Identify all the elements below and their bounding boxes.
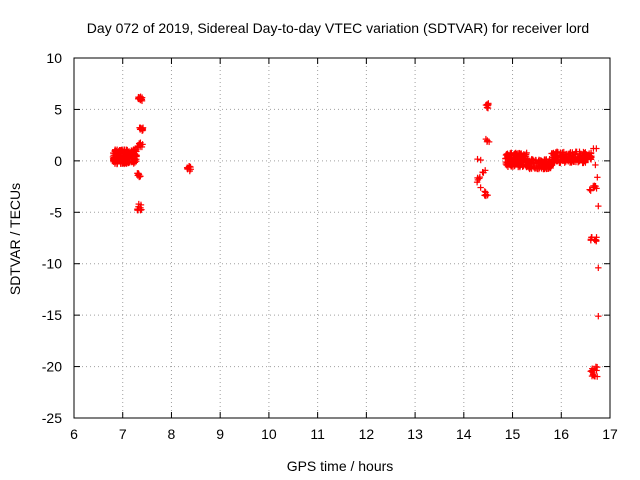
x-tick-label: 9 xyxy=(216,426,224,442)
data-point xyxy=(138,125,145,132)
data-point xyxy=(565,158,572,165)
data-point xyxy=(138,96,146,103)
x-tick-label: 12 xyxy=(359,426,375,442)
data-points xyxy=(109,93,602,380)
data-point xyxy=(552,151,560,159)
data-point xyxy=(558,154,566,161)
data-point xyxy=(112,156,120,163)
data-point xyxy=(594,373,601,380)
data-point xyxy=(137,206,144,213)
data-point xyxy=(565,150,572,158)
data-point xyxy=(135,93,142,101)
data-point xyxy=(138,143,146,151)
data-point xyxy=(591,182,598,189)
data-point xyxy=(532,159,539,166)
x-tick-label: 16 xyxy=(553,426,569,442)
data-point xyxy=(126,150,133,157)
x-tick-label: 7 xyxy=(119,426,127,442)
tick-labels: 6 7 8 9 10 11 12 13 14 15 16 17 10 5 0 -5 -10 -15 -20 -25 xyxy=(42,50,618,442)
x-tick-label: 6 xyxy=(70,426,78,442)
data-point xyxy=(526,163,534,170)
data-point xyxy=(120,160,128,168)
y-tick-label: 10 xyxy=(46,50,62,66)
data-point xyxy=(590,365,598,373)
data-point xyxy=(482,167,489,174)
data-point xyxy=(592,161,599,169)
data-point xyxy=(586,186,593,193)
x-tick-label: 10 xyxy=(261,426,277,442)
data-point xyxy=(591,236,598,244)
data-point xyxy=(130,160,137,167)
x-tick-label: 8 xyxy=(168,426,176,442)
chart-title: Day 072 of 2019, Sidereal Day-to-day VTE… xyxy=(87,20,589,36)
y-axis-label: SDTVAR / TECUs xyxy=(7,183,23,295)
data-point xyxy=(481,188,488,195)
data-point xyxy=(583,151,590,158)
data-point xyxy=(483,138,491,145)
data-point xyxy=(519,152,527,160)
data-point xyxy=(131,155,138,163)
data-point xyxy=(516,162,523,170)
data-point xyxy=(572,148,579,155)
data-point xyxy=(590,145,597,152)
y-tick-label: 5 xyxy=(54,101,62,117)
data-point xyxy=(477,156,484,164)
data-point xyxy=(124,158,131,166)
x-tick-label: 15 xyxy=(505,426,521,442)
plot-frame xyxy=(73,57,611,419)
data-point xyxy=(535,164,543,172)
data-point xyxy=(569,149,576,156)
data-point xyxy=(509,163,517,170)
data-point xyxy=(512,150,519,157)
data-point xyxy=(569,157,577,164)
y-tick-label: -20 xyxy=(42,359,62,375)
data-point xyxy=(507,151,515,158)
data-point xyxy=(539,159,547,167)
data-point xyxy=(120,151,127,158)
x-tick-label: 17 xyxy=(602,426,618,442)
data-point xyxy=(595,202,602,210)
data-point xyxy=(595,264,602,272)
data-point xyxy=(587,150,595,157)
x-axis-label: GPS time / hours xyxy=(287,458,394,474)
y-tick-label: 0 xyxy=(54,153,62,169)
data-point xyxy=(541,165,548,173)
data-point xyxy=(125,155,132,162)
data-point xyxy=(577,152,584,160)
data-point xyxy=(485,101,492,109)
x-tick-label: 14 xyxy=(456,426,472,442)
data-point xyxy=(594,174,601,181)
data-point xyxy=(589,371,597,378)
data-point xyxy=(507,156,514,163)
data-point xyxy=(484,102,491,109)
x-tick-label: 13 xyxy=(407,426,423,442)
y-tick-label: -25 xyxy=(42,410,62,426)
data-point xyxy=(575,153,583,161)
y-tick-label: -5 xyxy=(50,204,63,220)
data-point xyxy=(113,160,121,168)
data-point xyxy=(130,149,137,157)
data-point xyxy=(135,171,142,178)
data-point xyxy=(556,159,563,167)
data-point xyxy=(186,163,193,170)
data-point xyxy=(117,147,124,154)
y-tick-label: -10 xyxy=(42,256,62,272)
data-point xyxy=(517,162,524,169)
data-point xyxy=(474,174,481,182)
data-point xyxy=(502,155,509,162)
grid-lines xyxy=(74,58,610,418)
data-point xyxy=(595,312,602,320)
x-tick-label: 11 xyxy=(310,426,325,442)
axis-ticks xyxy=(73,57,611,419)
data-point xyxy=(474,155,481,163)
data-point xyxy=(115,153,123,160)
data-point xyxy=(587,187,594,194)
data-point xyxy=(477,184,484,191)
data-point xyxy=(528,156,536,163)
y-tick-label: -15 xyxy=(42,307,62,323)
data-point xyxy=(545,163,552,170)
data-point xyxy=(524,159,532,166)
